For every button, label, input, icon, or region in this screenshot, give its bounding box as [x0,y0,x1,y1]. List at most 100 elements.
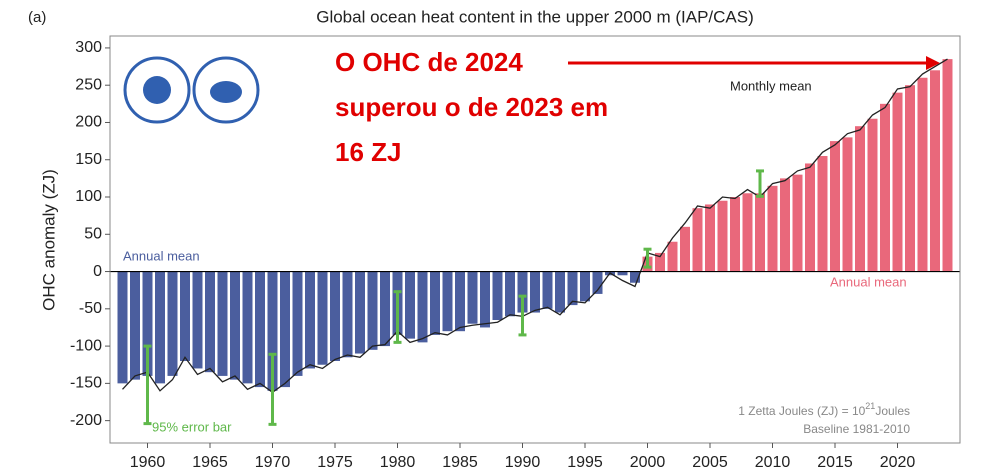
bar [430,271,440,335]
note-part: 21 [865,401,875,411]
bar [567,271,578,306]
note: 1 Zetta Joules (ZJ) = 1021Joules [738,401,910,418]
bar [730,197,740,272]
bar [705,204,715,272]
plot-frame [109,35,961,444]
x-tick-label: 2015 [817,454,853,471]
bar [842,137,853,272]
y-tick-label: -100 [70,337,102,354]
annotation: Annual mean [123,248,200,263]
chart-title: Global ocean heat content in the upper 2… [316,7,754,26]
bar [242,271,253,384]
annotation: 95% error bar [152,419,232,434]
bar [355,271,365,354]
y-tick-label: -200 [70,412,102,429]
bar [792,174,803,272]
bar [867,118,878,272]
bar [255,271,265,388]
x-tick-label: 1995 [567,454,603,471]
bar [380,271,390,347]
y-tick-label: 50 [84,226,102,243]
bar [655,252,665,272]
x-tick-label: 2005 [692,454,728,471]
callout: 16 ZJ [335,137,402,167]
y-tick-label: 150 [75,151,102,168]
bar [630,271,640,283]
x-tick-label: 2010 [755,454,791,471]
bar [267,271,278,391]
logos [123,56,260,124]
note-part: 1 Zetta Joules (ZJ) = 10 [738,404,865,418]
bar [780,178,790,272]
logo [192,56,260,124]
bar [855,126,865,272]
y-tick-label: 0 [93,263,102,280]
annotation: Monthly mean [730,78,812,93]
callout-arrowhead [926,56,940,70]
y-tick-label: -150 [70,375,102,392]
bar [217,271,228,376]
bar [942,59,953,272]
y-tick-label: 250 [75,76,102,93]
bar [417,271,428,343]
bar [167,271,178,376]
bar [930,70,940,272]
bar [192,271,203,369]
x-tick-label: 1985 [442,454,478,471]
bar [905,85,915,272]
x-tick-label: 1975 [317,454,353,471]
logo [143,76,171,104]
x-tick-label: 1970 [255,454,291,471]
bar [467,271,478,324]
x-tick-label: 1980 [380,454,416,471]
bar [230,271,240,380]
bar [667,241,678,272]
note-part: Joules [875,404,910,418]
bar [130,271,140,380]
bar [342,271,353,358]
bar [205,271,215,373]
bar [367,271,378,350]
bar [917,77,928,272]
bar [817,156,828,272]
bar [330,271,340,362]
bar [717,200,728,272]
bar [455,271,465,332]
callout: O OHC de 2024 [335,47,523,77]
bar [317,271,328,365]
bar [180,271,190,362]
bar [680,226,690,272]
bar [767,185,778,272]
bar [480,271,490,328]
bar [442,271,453,332]
bar [142,271,153,376]
bar [517,271,528,313]
bar [542,271,553,309]
logo [123,56,191,124]
x-tick-label: 1990 [505,454,541,471]
bar [592,271,603,294]
panel-label: (a) [28,9,46,26]
y-tick-label: -50 [79,300,102,317]
x-tick-label: 2000 [630,454,666,471]
bar [580,271,590,302]
baseline-note: Baseline 1981-2010 [803,422,910,436]
x-tick-label: 1960 [130,454,166,471]
logo [210,81,242,103]
y-tick-label: 300 [75,39,102,56]
bar [530,271,540,313]
bar [505,271,515,317]
bar [292,271,303,376]
annotation: Annual mean [830,274,907,289]
bar [742,193,753,272]
bar [155,271,165,384]
bar [405,271,415,339]
y-tick-label: 200 [75,114,102,131]
bar [892,92,903,272]
bar [305,271,315,369]
callout: superou o de 2023 em [335,92,608,122]
bar [805,163,815,272]
bar [117,271,128,384]
y-tick-label: 100 [75,188,102,205]
